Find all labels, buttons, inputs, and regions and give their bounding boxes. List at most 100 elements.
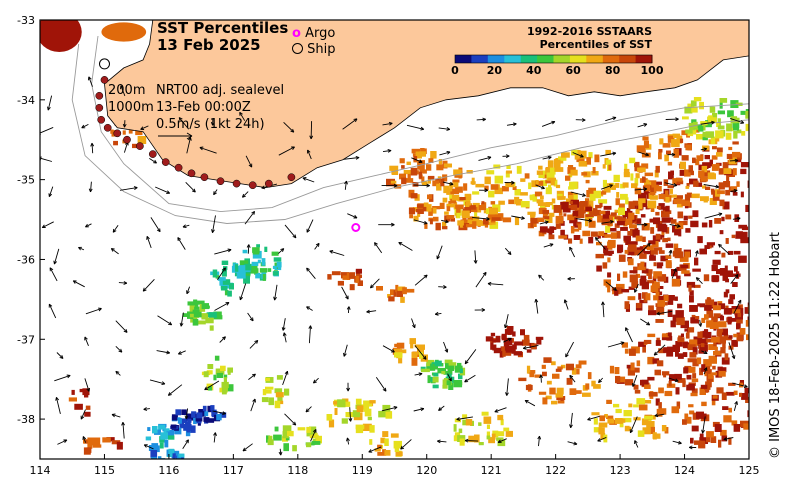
sst-pixel bbox=[86, 447, 92, 453]
current-arrow bbox=[182, 439, 189, 450]
colorbar-segment bbox=[602, 55, 620, 63]
sst-pixel bbox=[596, 241, 602, 246]
current-arrow-head bbox=[671, 152, 676, 157]
sst-pixel bbox=[650, 250, 658, 255]
sst-pixel bbox=[634, 218, 642, 224]
current-arrow-head bbox=[598, 379, 602, 384]
sst-pixel bbox=[758, 273, 762, 277]
sst-pixel bbox=[216, 372, 223, 378]
current-arrow-head bbox=[437, 439, 441, 444]
current-arrow bbox=[414, 274, 428, 286]
sst-pixel bbox=[608, 162, 612, 171]
sst-pixel bbox=[591, 412, 600, 416]
sst-pixel bbox=[409, 214, 413, 219]
sst-pixel bbox=[719, 268, 726, 276]
sst-pixel bbox=[597, 234, 601, 239]
sst-pixel bbox=[591, 380, 596, 387]
sst-pixel bbox=[658, 387, 664, 394]
colorbar-tick-label: 40 bbox=[526, 64, 542, 77]
sst-pixel bbox=[423, 202, 429, 211]
current-arrow-head bbox=[306, 228, 311, 233]
sst-pixel bbox=[700, 338, 708, 345]
sst-pixel bbox=[524, 173, 530, 179]
sst-pixel bbox=[707, 172, 715, 178]
sst-pixel bbox=[426, 164, 432, 171]
current-arrow-head bbox=[579, 153, 584, 158]
current-arrow-head bbox=[443, 285, 447, 289]
sst-pixel bbox=[716, 152, 723, 157]
sst-pixel bbox=[588, 236, 594, 244]
sst-pixel bbox=[739, 380, 744, 386]
sst-pixel bbox=[725, 238, 729, 244]
sst-pixel bbox=[520, 201, 530, 208]
sst-pixel bbox=[187, 301, 196, 306]
current-arrow bbox=[464, 374, 476, 383]
current-arrow-head bbox=[448, 377, 452, 382]
sst-pixel bbox=[481, 201, 485, 205]
sst-pixel bbox=[658, 291, 663, 295]
sst-pixel bbox=[677, 337, 685, 343]
sst-pixel bbox=[499, 351, 504, 358]
sst-pixel bbox=[214, 355, 220, 361]
current-arrow bbox=[342, 118, 358, 130]
current-arrow-head bbox=[246, 244, 251, 248]
sst-pixel bbox=[710, 188, 715, 193]
sst-pixel bbox=[658, 348, 666, 354]
colorbar-segment bbox=[471, 55, 489, 63]
sst-pixel bbox=[645, 293, 651, 301]
sst-pixel bbox=[282, 431, 289, 439]
sst-pixel bbox=[572, 213, 577, 221]
sst-pixel bbox=[624, 425, 630, 432]
current-arrow-head bbox=[733, 188, 738, 193]
sst-pixel bbox=[638, 202, 643, 210]
colorbar-tick-label: 20 bbox=[487, 64, 503, 77]
sst-pixel bbox=[741, 226, 749, 231]
sst-pixel bbox=[714, 424, 722, 432]
sst-pixel bbox=[682, 419, 687, 425]
sst-pixel bbox=[708, 373, 714, 379]
sst-pixel bbox=[459, 438, 465, 446]
sst-pixel bbox=[687, 358, 697, 363]
sst-pixel bbox=[655, 319, 664, 323]
sst-pixel bbox=[652, 276, 657, 284]
sst-pixel bbox=[667, 295, 675, 301]
current-arrow bbox=[728, 342, 735, 359]
sst-pixel bbox=[726, 174, 730, 181]
sst-pixel bbox=[613, 403, 620, 408]
current-arrow-head bbox=[388, 121, 393, 126]
current-arrow-head bbox=[534, 298, 539, 303]
sst-pixel bbox=[637, 266, 646, 271]
sst-pixel bbox=[754, 223, 763, 228]
current-arrow bbox=[671, 268, 677, 279]
sst-pixel bbox=[259, 268, 268, 273]
sst-pixel bbox=[623, 410, 632, 417]
sst-pixel bbox=[692, 121, 698, 129]
sst-pixel bbox=[417, 164, 425, 170]
ship-track-point bbox=[95, 103, 104, 112]
sst-pixel bbox=[644, 179, 650, 188]
current-arrow bbox=[602, 301, 605, 318]
sst-pixel bbox=[399, 158, 405, 164]
sst-pixel bbox=[535, 180, 544, 186]
sst-pixel bbox=[655, 165, 660, 173]
sst-pixel bbox=[220, 286, 228, 291]
sst-pixel bbox=[592, 167, 596, 174]
sst-pixel bbox=[740, 162, 749, 168]
sst-pixel bbox=[724, 336, 732, 341]
sst-pixel bbox=[682, 341, 688, 348]
sst-pixel bbox=[355, 426, 364, 434]
current-arrow bbox=[370, 278, 380, 289]
sst-pixel bbox=[504, 337, 513, 345]
sst-pixel bbox=[175, 409, 182, 416]
sst-pixel bbox=[718, 182, 725, 190]
current-arrow-head bbox=[486, 216, 490, 221]
sst-pixel bbox=[704, 155, 710, 160]
sst-pixel bbox=[718, 370, 726, 377]
sst-pixel bbox=[171, 414, 178, 421]
sst-pixel bbox=[536, 199, 544, 204]
sst-pixel bbox=[465, 200, 471, 206]
current-arrow-head bbox=[743, 384, 748, 388]
sst-pixel bbox=[507, 326, 514, 330]
sst-pixel bbox=[482, 219, 489, 225]
